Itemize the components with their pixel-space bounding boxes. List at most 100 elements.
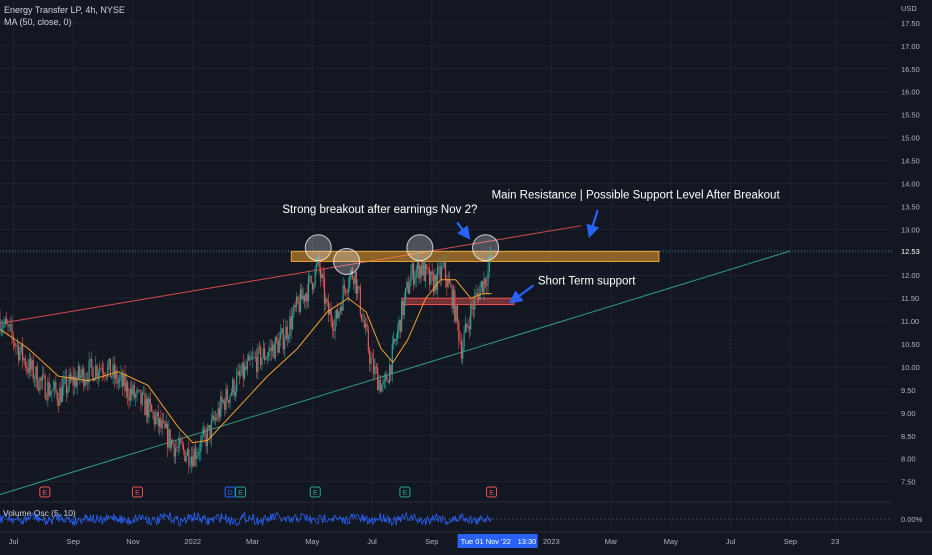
time-tick-label: Mar: [246, 537, 259, 546]
annotation-text[interactable]: Short Term support: [538, 275, 636, 287]
earnings-event-marker[interactable]: E: [399, 486, 411, 498]
annotation-text[interactable]: Strong breakout after earnings Nov 2?: [282, 204, 477, 216]
candle-body: [60, 387, 62, 402]
earnings-event-marker[interactable]: E: [39, 486, 51, 498]
event-marker-box: [235, 486, 247, 498]
annotation-arrow[interactable]: [456, 221, 471, 240]
candle-body: [120, 373, 122, 379]
candle-body: [149, 398, 151, 405]
touch-point-circle[interactable]: [333, 247, 361, 275]
candle-body: [357, 286, 359, 294]
annotation-text[interactable]: Main Resistance | Possible Support Level…: [492, 190, 781, 202]
candle-body: [355, 272, 357, 294]
price-tick-label: 14.50: [901, 157, 920, 166]
candle-body: [238, 370, 240, 376]
currency-label: USD: [901, 4, 917, 13]
candle-body: [48, 382, 50, 396]
candle-body: [410, 273, 412, 286]
candle-body: [64, 376, 66, 380]
candles[interactable]: [0, 246, 492, 475]
main-resistance-zone[interactable]: [290, 250, 660, 262]
candle-body: [144, 393, 146, 416]
candle-body: [174, 447, 177, 457]
price-tick-label: 9.00: [901, 409, 916, 418]
candle-body: [202, 429, 205, 435]
volume-oscillator-line: [0, 511, 492, 527]
candle-body: [150, 404, 153, 412]
candle-body: [79, 366, 81, 379]
candle-body: [221, 396, 223, 403]
candle-body: [249, 355, 251, 360]
short-term-support-zone[interactable]: [401, 297, 515, 306]
annotation-arrow[interactable]: [508, 284, 535, 304]
event-marker-label: D: [228, 490, 233, 497]
candle-body: [353, 278, 355, 284]
candle-body: [140, 389, 142, 405]
candle-body: [173, 443, 175, 457]
price-tick-label: 11.50: [901, 294, 919, 303]
earnings-event-marker[interactable]: E: [235, 486, 247, 498]
candle-body: [117, 381, 119, 384]
candle-body: [256, 357, 258, 372]
candle-body: [161, 420, 163, 429]
candle-body: [176, 447, 178, 449]
candle-body: [326, 298, 328, 302]
earnings-event-marker[interactable]: E: [309, 486, 321, 498]
candle-body: [327, 301, 330, 315]
candle-body: [91, 358, 93, 368]
candle-body: [302, 295, 304, 300]
volume-oscillator-pane[interactable]: 0.00%: [0, 501, 923, 527]
candle-body: [402, 301, 404, 316]
earnings-event-marker[interactable]: D: [224, 486, 236, 498]
candle-body: [386, 374, 388, 381]
candle-body: [370, 358, 372, 364]
candle-body: [419, 265, 421, 279]
candle-body: [204, 429, 206, 434]
candle-body: [295, 296, 298, 307]
candle-body: [305, 293, 307, 302]
volume-oscillator-label[interactable]: Volume Osc (5, 10): [3, 508, 76, 518]
candle-body: [55, 382, 57, 392]
time-tick-label: Sep: [67, 537, 80, 546]
symbol-title[interactable]: Energy Transfer LP, 4h, NYSE: [4, 5, 125, 15]
candle-body: [378, 379, 380, 391]
candle-body: [220, 396, 222, 417]
candle-body: [77, 366, 80, 379]
candle-body: [322, 273, 324, 279]
candle-body: [162, 420, 165, 422]
candle-body: [274, 337, 276, 359]
candle-body: [233, 379, 235, 396]
time-tick-label: Jul: [726, 537, 736, 546]
candle-body: [407, 282, 409, 294]
candle-body: [394, 338, 396, 342]
earnings-event-marker[interactable]: E: [486, 486, 498, 498]
candle-body: [358, 286, 360, 288]
candle-body: [318, 255, 320, 268]
candle-body: [69, 374, 72, 381]
candle-body: [121, 373, 123, 387]
annotation-arrow[interactable]: [586, 209, 600, 239]
lower-trend-line[interactable]: [0, 250, 791, 495]
candle-body: [387, 380, 389, 383]
touch-point-circle[interactable]: [304, 234, 332, 262]
candle-body: [51, 390, 53, 393]
touch-point-circle[interactable]: [472, 234, 500, 262]
touch-point-circle[interactable]: [406, 234, 434, 262]
candle-body: [451, 286, 453, 309]
ma-indicator-label[interactable]: MA (50, close, 0): [4, 17, 72, 27]
earnings-event-marker[interactable]: E: [131, 486, 143, 498]
candle-body: [45, 398, 48, 400]
candle-body: [321, 273, 323, 279]
moving-average-line[interactable]: [1, 279, 492, 444]
candle-body: [28, 358, 30, 373]
time-axis[interactable]: Jul Sep Nov 2022 Mar May Jul Sep 2023 Mar May Jul Se…: [0, 531, 932, 546]
candle-body: [124, 373, 126, 392]
upper-trend-line[interactable]: [0, 225, 582, 324]
candle-body: [399, 319, 401, 332]
candle-body: [442, 266, 444, 268]
candle-body: [84, 380, 86, 387]
candle-body: [351, 270, 353, 279]
candle-body: [27, 367, 29, 373]
